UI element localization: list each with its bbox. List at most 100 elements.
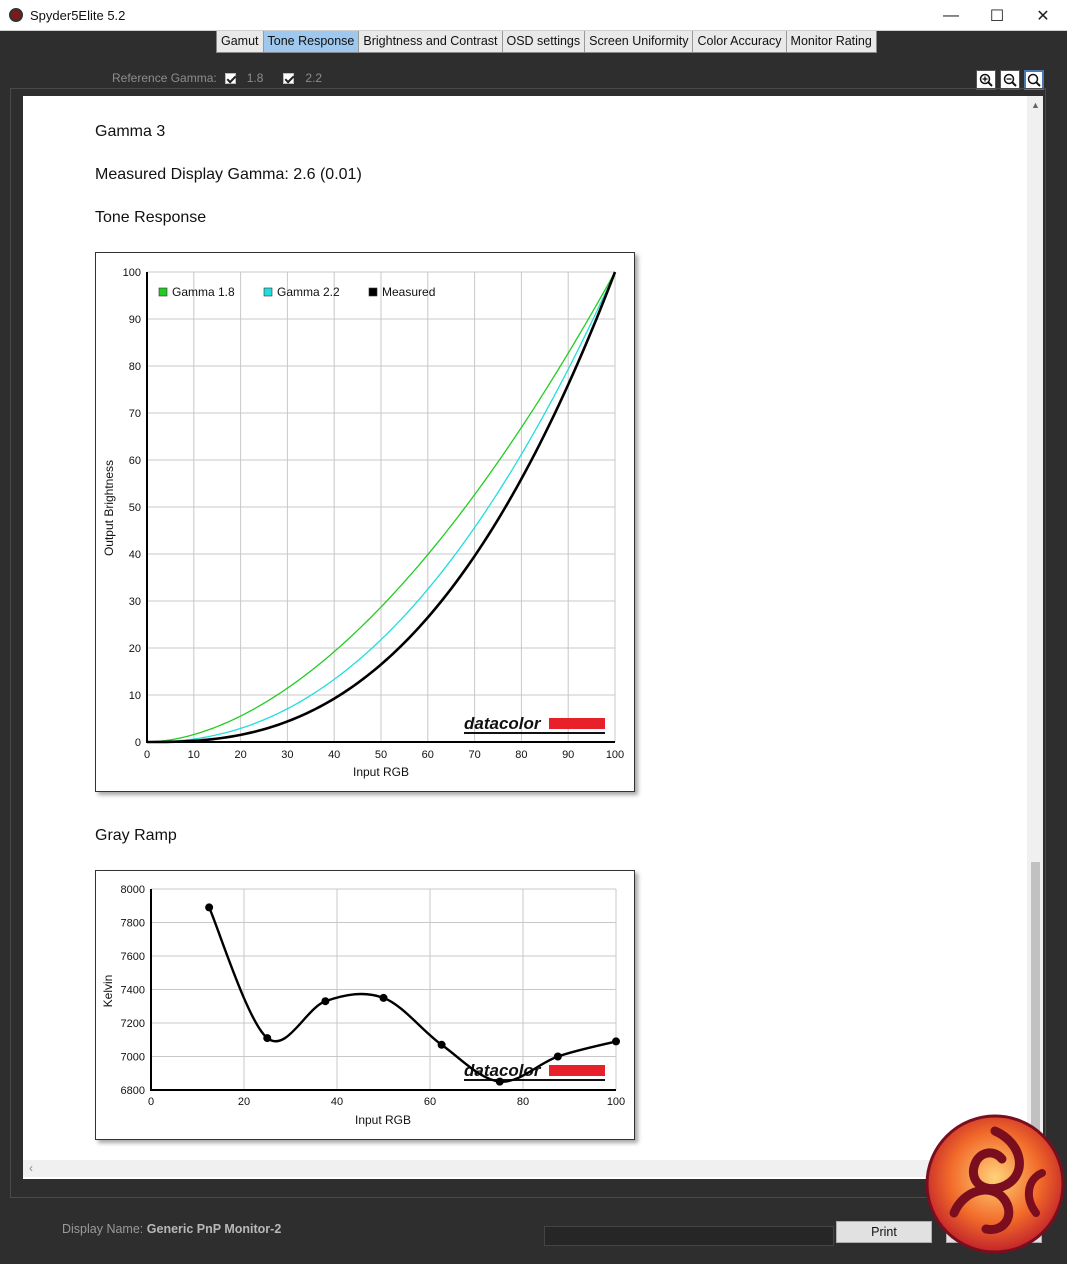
tone-series-line-3 bbox=[147, 271, 617, 744]
tone-series-line-2 bbox=[146, 271, 616, 743]
tab-gamut[interactable]: Gamut bbox=[217, 31, 264, 52]
tab-osd-settings[interactable]: OSD settings bbox=[503, 31, 586, 52]
ramp-y-tick-label: 8000 bbox=[121, 884, 145, 896]
ramp-y-axis-label: Kelvin bbox=[101, 975, 115, 1008]
progress-bar bbox=[544, 1226, 834, 1246]
tone-legend: Gamma 1.8 Gamma 2.2 Measured bbox=[158, 285, 435, 299]
vertical-scrollbar[interactable]: ▲ bbox=[1027, 96, 1043, 1168]
tab-color-accuracy[interactable]: Color Accuracy bbox=[693, 31, 787, 52]
ramp-grid bbox=[150, 888, 617, 1091]
ramp-x-tick-label: 20 bbox=[238, 1096, 250, 1108]
gamma-2-2-label: 2.2 bbox=[305, 71, 323, 85]
reference-gamma-bar: Reference Gamma: 1.8 2.2 bbox=[112, 69, 342, 87]
ramp-data-point-6 bbox=[495, 1077, 504, 1086]
close-button[interactable]: ✕ bbox=[1036, 7, 1050, 25]
tone-y-tick-label: 40 bbox=[129, 549, 141, 561]
tone-y-tick-label: 20 bbox=[129, 643, 141, 655]
ramp-data-point-7 bbox=[553, 1052, 562, 1061]
tone-y-tick-label: 0 bbox=[135, 737, 141, 749]
tone-y-tick-label: 30 bbox=[129, 596, 141, 608]
display-name: Display Name: Generic PnP Monitor-2 bbox=[62, 1222, 281, 1236]
zoom-out-button[interactable] bbox=[1000, 70, 1020, 90]
ramp-data-point-2 bbox=[263, 1034, 272, 1043]
tab-brightness-contrast[interactable]: Brightness and Contrast bbox=[359, 31, 503, 52]
print-button[interactable]: Print bbox=[836, 1221, 932, 1243]
legend-swatch-2 bbox=[263, 287, 273, 297]
datacolor-logo-underline bbox=[464, 1079, 605, 1081]
report-viewport: Gamma 3 Measured Display Gamma: 2.6 (0.0… bbox=[23, 96, 1043, 1179]
scroll-up-icon[interactable]: ▲ bbox=[1031, 100, 1040, 110]
legend-label-3: Measured bbox=[382, 285, 435, 299]
tab-tone-response[interactable]: Tone Response bbox=[263, 31, 360, 52]
ramp-series-line bbox=[208, 906, 617, 1083]
gamma-2-2-checkbox[interactable] bbox=[283, 72, 295, 84]
ramp-axes: 0 20 40 60 80 100 6800 7000 7200 7400 7600 7800 8000 bbox=[121, 884, 626, 1108]
horizontal-scrollbar[interactable]: ‹ bbox=[23, 1160, 1027, 1177]
ramp-data-point-5 bbox=[437, 1040, 446, 1049]
tone-y-tick-label: 50 bbox=[129, 502, 141, 514]
ramp-x-axis-label: Input RGB bbox=[355, 1113, 411, 1127]
reference-gamma-label: Reference Gamma: bbox=[112, 71, 217, 85]
tone-y-axis-label: Output Brightness bbox=[102, 460, 116, 556]
ramp-y-tick-label: 6800 bbox=[121, 1085, 145, 1097]
ramp-x-tick-label: 0 bbox=[148, 1096, 154, 1108]
window-title: Spyder5Elite 5.2 bbox=[30, 8, 126, 23]
ramp-x-tick-label: 100 bbox=[607, 1096, 625, 1108]
display-name-value: Generic PnP Monitor-2 bbox=[146, 1222, 282, 1236]
zoom-in-button[interactable] bbox=[976, 70, 996, 90]
ramp-data-point-1 bbox=[205, 903, 214, 912]
tone-x-tick-label: 20 bbox=[234, 749, 246, 761]
title-bar: Spyder5Elite 5.2 — ☐ ✕ bbox=[0, 0, 1067, 31]
minimize-button[interactable]: — bbox=[943, 6, 959, 24]
tone-response-chart: 0 10 20 30 40 50 60 70 80 90 100 0 10 20 30 40 50 60 70 80 9… bbox=[95, 252, 635, 792]
tab-bar: Gamut Tone Response Brightness and Contr… bbox=[216, 31, 877, 53]
gamma-1-8-label: 1.8 bbox=[246, 71, 264, 85]
main-frame: Gamut Tone Response Brightness and Contr… bbox=[0, 31, 1067, 1264]
ramp-series bbox=[205, 903, 620, 1086]
tone-x-tick-label: 90 bbox=[562, 749, 574, 761]
maximize-button[interactable]: ☐ bbox=[989, 7, 1005, 25]
ramp-data-point-4 bbox=[379, 993, 388, 1002]
app-icon bbox=[9, 8, 23, 22]
legend-swatch-1 bbox=[158, 287, 168, 297]
gamma-1-8-checkbox[interactable] bbox=[224, 72, 236, 84]
tab-screen-uniformity[interactable]: Screen Uniformity bbox=[585, 31, 694, 52]
ramp-data-point-3 bbox=[321, 997, 330, 1006]
ramp-y-tick-label: 7800 bbox=[121, 918, 145, 930]
tone-axes: 0 10 20 30 40 50 60 70 80 90 100 0 10 20 30 40 50 60 70 80 9… bbox=[123, 267, 625, 761]
tone-series-line-1 bbox=[146, 271, 616, 743]
zoom-in-icon bbox=[979, 73, 993, 87]
zoom-fit-button[interactable] bbox=[1024, 70, 1044, 90]
gray-ramp-chart: 0 20 40 60 80 100 6800 7000 7200 7400 7600 7800 8000… bbox=[95, 870, 635, 1140]
tone-x-tick-label: 30 bbox=[281, 749, 293, 761]
ramp-y-tick-label: 7400 bbox=[121, 985, 145, 997]
tone-grid bbox=[146, 271, 616, 743]
tone-x-tick-label: 70 bbox=[468, 749, 480, 761]
tone-x-tick-label: 100 bbox=[606, 749, 624, 761]
legend-label-2: Gamma 2.2 bbox=[277, 285, 340, 299]
tone-y-tick-label: 70 bbox=[129, 408, 141, 420]
ramp-x-tick-label: 80 bbox=[517, 1096, 529, 1108]
gray-ramp-plot: 0 20 40 60 80 100 6800 7000 7200 7400 7600 7800 8000… bbox=[101, 884, 626, 1127]
measured-gamma-text: Measured Display Gamma: 2.6 (0.01) bbox=[95, 166, 362, 183]
tone-y-tick-label: 10 bbox=[129, 690, 141, 702]
ramp-y-tick-label: 7200 bbox=[121, 1018, 145, 1030]
tab-monitor-rating[interactable]: Monitor Rating bbox=[790, 34, 872, 48]
tone-y-tick-label: 90 bbox=[129, 314, 141, 326]
legend-label-1: Gamma 1.8 bbox=[172, 285, 235, 299]
tone-x-tick-label: 50 bbox=[375, 749, 387, 761]
datacolor-logo-bar bbox=[549, 718, 605, 729]
tone-response-heading: Tone Response bbox=[95, 209, 207, 226]
gamma-heading: Gamma 3 bbox=[95, 123, 166, 140]
tone-x-axis-label: Input RGB bbox=[353, 765, 409, 779]
legend-swatch-3 bbox=[368, 287, 378, 297]
scroll-thumb[interactable] bbox=[1031, 862, 1040, 1164]
ramp-x-tick-label: 40 bbox=[331, 1096, 343, 1108]
zoom-out-icon bbox=[1003, 73, 1017, 87]
tone-x-tick-label: 40 bbox=[328, 749, 340, 761]
tone-series bbox=[146, 271, 617, 744]
datacolor-logo-underline bbox=[464, 732, 605, 734]
ramp-y-tick-label: 7000 bbox=[121, 1052, 145, 1064]
scroll-left-icon[interactable]: ‹ bbox=[29, 1161, 33, 1175]
datacolor-logo-text: datacolor bbox=[464, 714, 542, 733]
